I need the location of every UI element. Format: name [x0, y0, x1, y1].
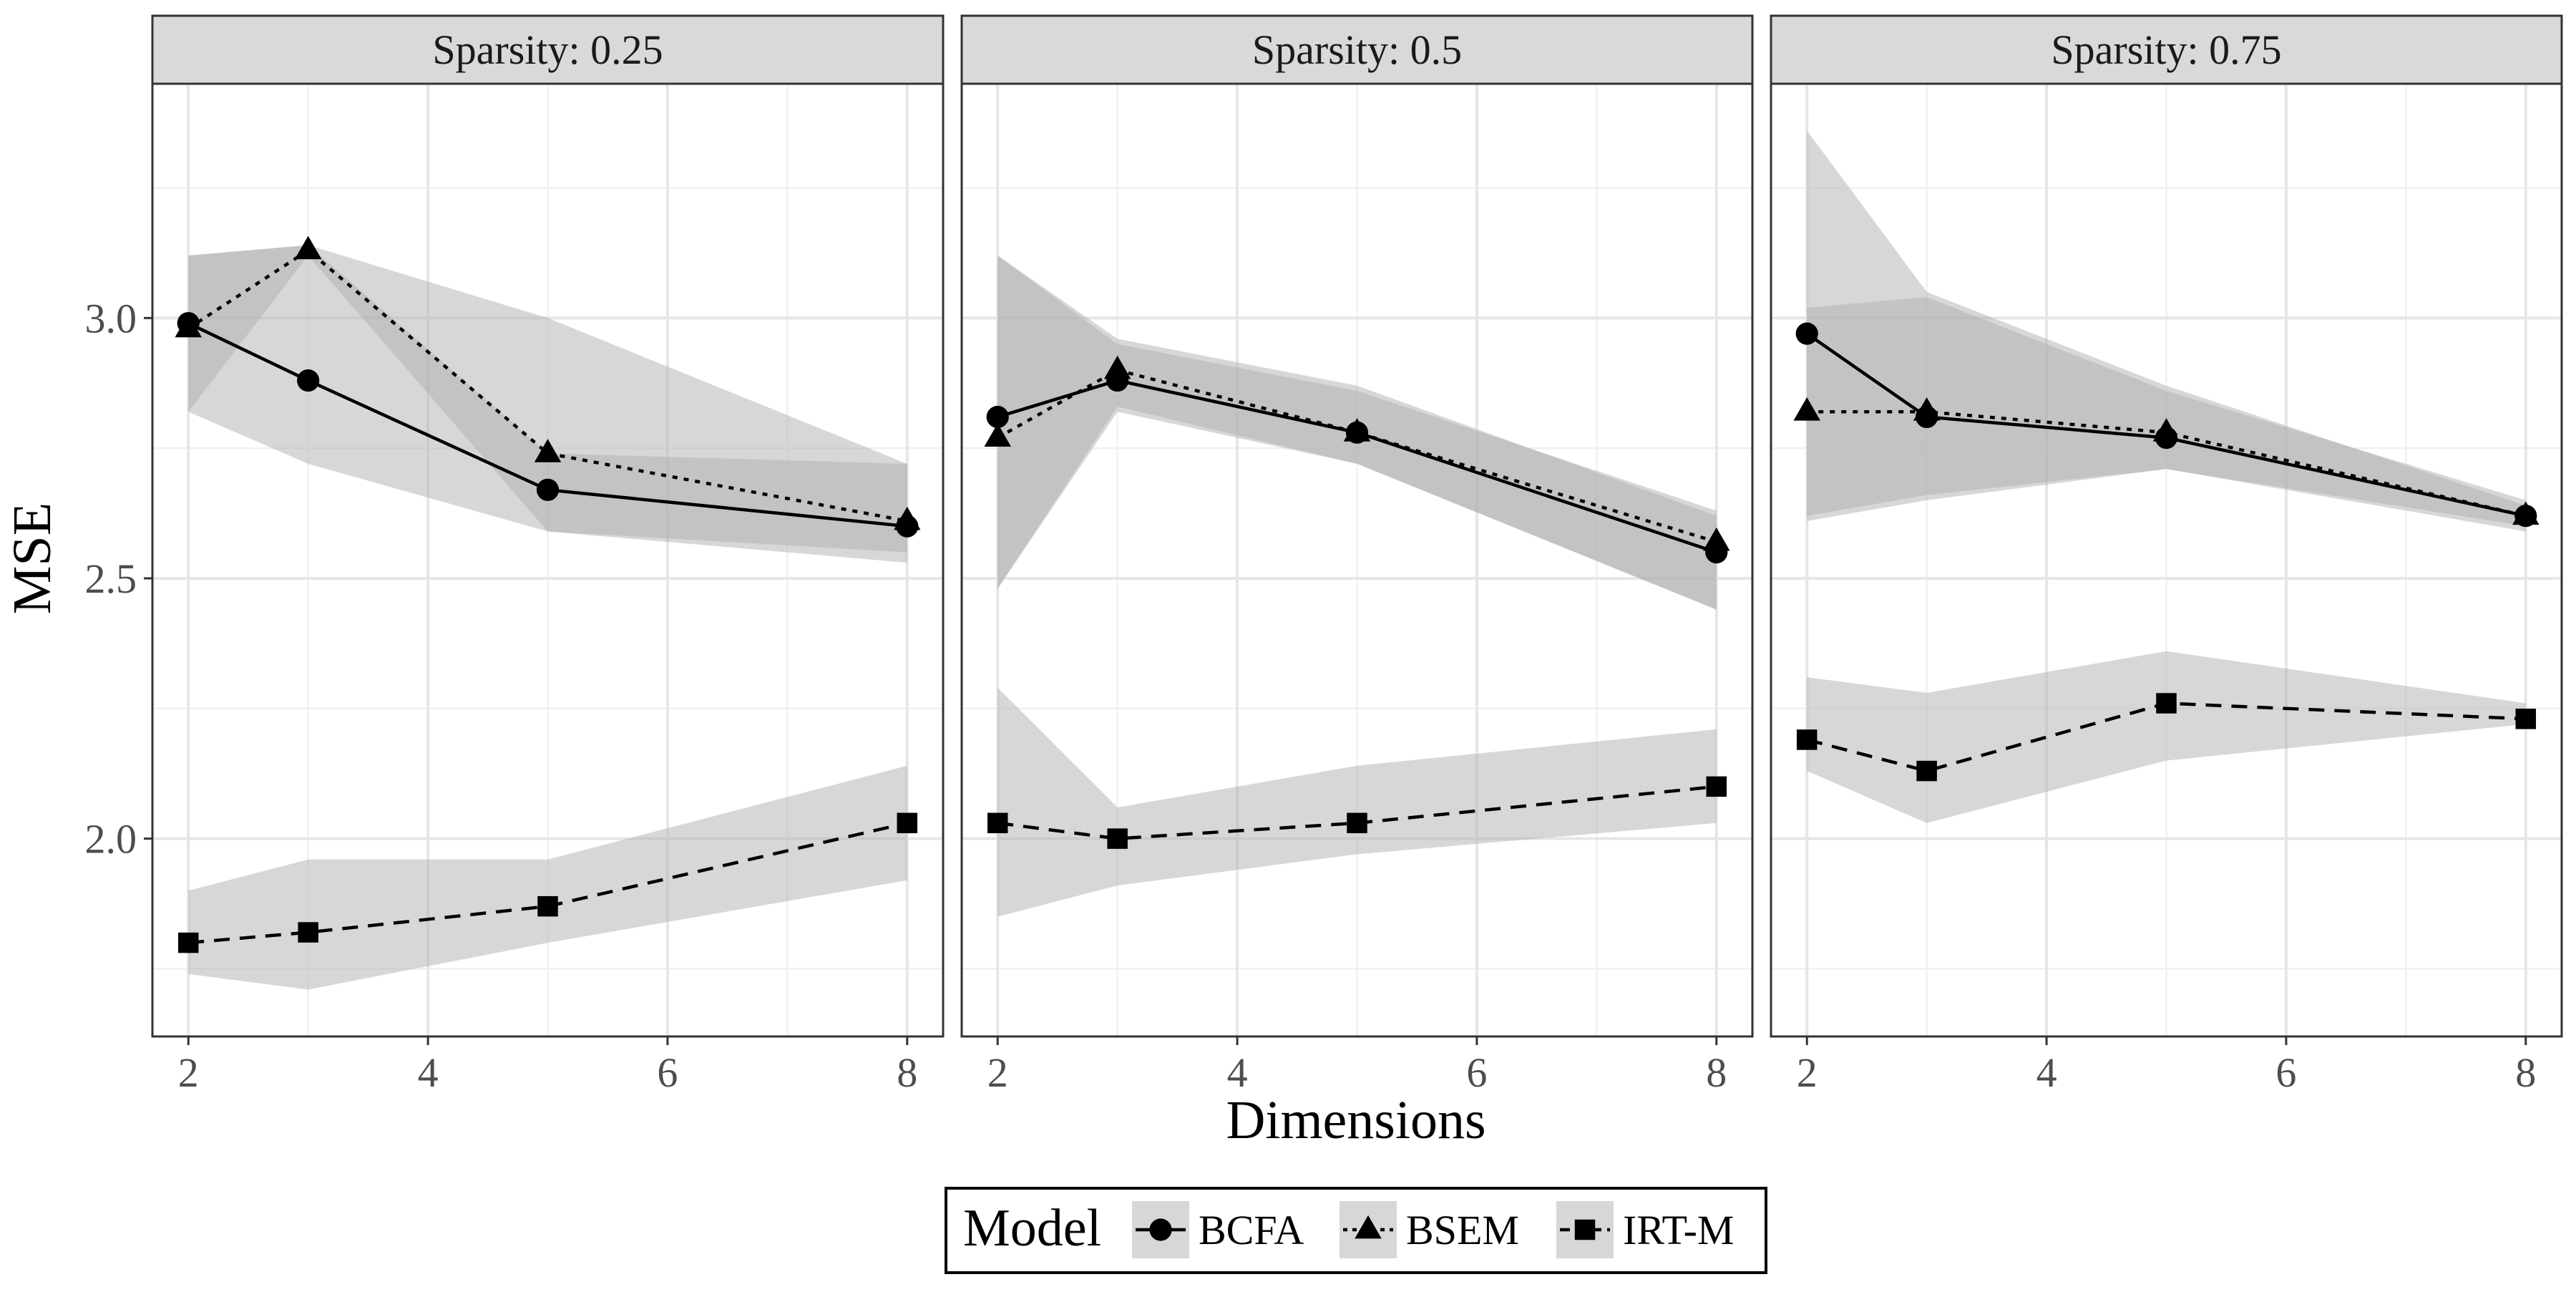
panel-title: Sparsity: 0.75	[2051, 26, 2281, 73]
y-tick-label: 2.5	[85, 555, 137, 602]
data-point-irt-m	[537, 895, 558, 917]
legend-label-bsem: BSEM	[1406, 1207, 1519, 1253]
x-axis-title: Dimensions	[1226, 1090, 1485, 1150]
data-point-bcfa	[1795, 322, 1818, 345]
panel-title: Sparsity: 0.25	[432, 26, 663, 73]
series-irt-m	[987, 776, 1727, 849]
series-line-bcfa	[1805, 332, 2527, 518]
band-irt-m	[1807, 651, 2526, 823]
data-point-bsem	[984, 423, 1011, 447]
data-point-bsem	[894, 506, 921, 530]
series-bsem	[1793, 397, 2540, 525]
series-irt-m	[1796, 693, 2537, 782]
data-point-bsem	[1703, 527, 1730, 551]
data-point-bsem	[1103, 355, 1131, 379]
y-tick-label: 2.0	[85, 816, 137, 863]
x-tick-label: 6	[1466, 1049, 1487, 1096]
series-line-bsem	[187, 248, 908, 523]
confidence-bands	[188, 245, 907, 990]
x-tick-label: 2	[178, 1049, 199, 1096]
y-tick-label: 3.0	[85, 295, 137, 341]
panel-2: Sparsity: 0.5 2 4 6 8	[960, 14, 1754, 1096]
panel-border	[1770, 82, 2563, 1038]
panel-strip	[1770, 14, 2563, 85]
x-tick-label: 2	[987, 1049, 1008, 1096]
panel-strip	[151, 14, 945, 85]
y-axis-title: MSE	[2, 502, 62, 614]
data-point-bsem	[2152, 418, 2180, 442]
data-point-bsem	[1793, 397, 1820, 421]
data-point-irt-m	[298, 922, 318, 943]
legend-item-bcfa: BCFA	[1132, 1201, 1304, 1258]
band-bsem	[188, 245, 907, 553]
data-point-bsem	[1343, 418, 1371, 442]
data-point-irt-m	[1107, 828, 1128, 849]
legend-title: Model	[963, 1199, 1101, 1258]
data-point-bsem	[534, 439, 562, 462]
legend-label-bcfa: BCFA	[1199, 1207, 1304, 1253]
panel-3: Sparsity: 0.75 2 4 6 8	[1770, 14, 2563, 1096]
band-irt-m	[997, 687, 1717, 917]
panel-border	[151, 82, 945, 1038]
data-point-irt-m	[1796, 729, 1818, 750]
data-point-bcfa	[986, 405, 1009, 429]
series-line-bcfa	[187, 321, 907, 528]
confidence-bands	[1807, 130, 2526, 823]
data-point-irt-m	[1916, 760, 1937, 782]
series-line-bsem	[997, 368, 1717, 544]
data-point-bsem	[175, 314, 202, 338]
series-line-bsem	[1807, 409, 2527, 518]
panel-border	[960, 82, 1754, 1038]
data-point-bsem	[1913, 397, 1941, 421]
data-point-bsem	[294, 235, 322, 260]
legend-items: BCFA BSEM IRT-M	[1132, 1201, 1735, 1258]
data-point-irt-m	[1706, 776, 1727, 797]
series-line-irt-m	[1806, 701, 2526, 773]
data-point-irt-m	[1347, 812, 1367, 834]
x-tick-label: 8	[1706, 1049, 1727, 1096]
data-point-bsem	[2512, 501, 2540, 525]
band-bsem	[1807, 297, 2526, 527]
series-line-irt-m	[997, 785, 1717, 840]
series-line-irt-m	[188, 821, 908, 945]
legend-marker-irt-m	[1574, 1219, 1596, 1240]
x-tick-label: 8	[897, 1049, 917, 1096]
series-bsem	[175, 235, 921, 530]
x-tick-label: 4	[2036, 1049, 2057, 1096]
band-irt-m	[188, 765, 907, 990]
x-tick-label: 4	[418, 1049, 439, 1096]
legend: Model BCFA BSEM IRT-M	[945, 1187, 1767, 1274]
data-point-irt-m	[897, 812, 918, 834]
legend-item-irt-m: IRT-M	[1556, 1201, 1735, 1258]
x-tick-label: 6	[657, 1049, 678, 1096]
x-tick-label: 6	[2275, 1049, 2296, 1096]
panel-title: Sparsity: 0.5	[1252, 26, 1462, 73]
series-bsem	[984, 355, 1730, 551]
x-tick-label: 2	[1797, 1049, 1818, 1096]
data-point-irt-m	[177, 932, 199, 953]
legend-label-irt-m: IRT-M	[1623, 1207, 1735, 1253]
data-point-irt-m	[987, 812, 1008, 834]
panel-strip	[960, 14, 1754, 85]
series-line-bcfa	[997, 379, 1717, 554]
x-tick-label: 4	[1227, 1049, 1248, 1096]
legend-marker-bsem	[1355, 1215, 1382, 1239]
series-irt-m	[177, 812, 918, 953]
data-point-bcfa	[297, 369, 320, 392]
panels: Sparsity: 0.25 2 4 6 8 2.0 2.5 3.0 Sparsity: 0.5…	[85, 14, 2563, 1096]
legend-item-bsem: BSEM	[1340, 1201, 1519, 1258]
data-point-irt-m	[2156, 693, 2177, 714]
panel-1: Sparsity: 0.25 2 4 6 8 2.0 2.5 3.0	[85, 14, 945, 1096]
legend-marker-bcfa	[1149, 1218, 1172, 1241]
data-point-irt-m	[2515, 709, 2537, 729]
x-tick-label: 8	[2515, 1049, 2536, 1096]
data-point-bcfa	[536, 478, 560, 501]
